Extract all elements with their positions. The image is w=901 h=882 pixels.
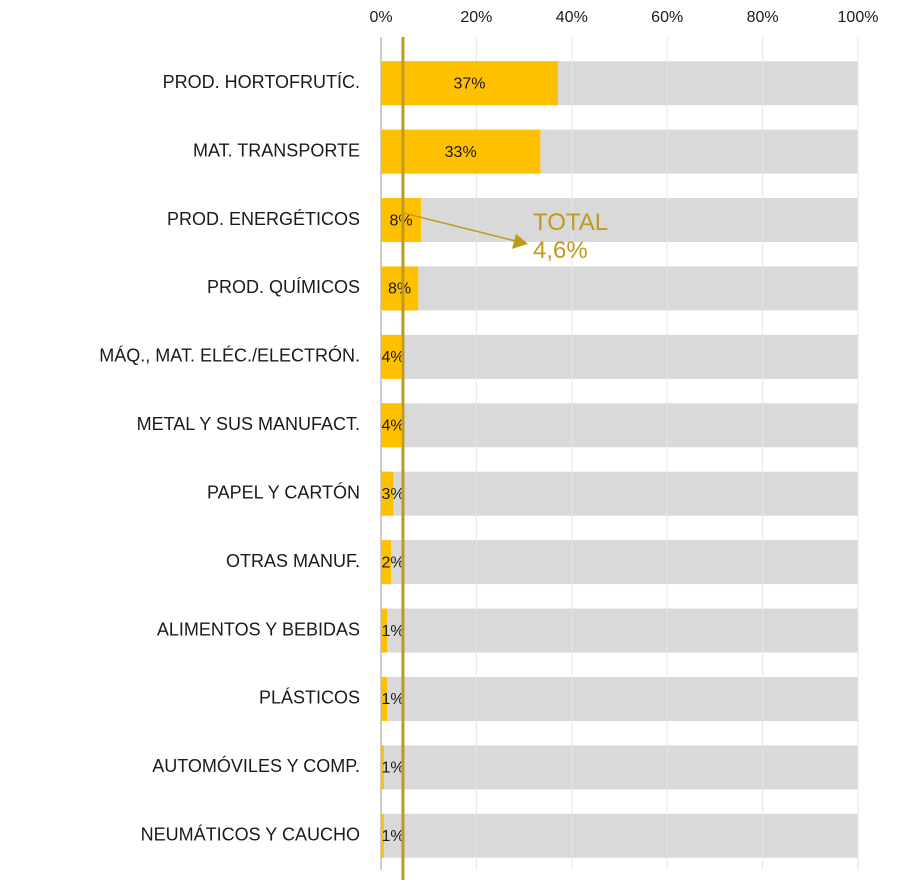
y-tick-label: PROD. ENERGÉTICOS <box>167 209 360 229</box>
row-background <box>381 334 858 379</box>
y-tick-label: PLÁSTICOS <box>259 688 360 708</box>
bar <box>381 813 384 858</box>
row-background <box>381 676 858 721</box>
row-background <box>381 403 858 448</box>
y-tick-label: MÁQ., MAT. ELÉC./ELECTRÓN. <box>99 345 360 366</box>
bar <box>381 745 384 790</box>
row-background <box>381 198 858 243</box>
row-background <box>381 745 858 790</box>
row-background <box>381 471 858 516</box>
y-tick-label: METAL Y SUS MANUFACT. <box>137 414 360 434</box>
x-tick-label: 100% <box>838 9 879 26</box>
data-label: 8% <box>389 212 412 229</box>
arrow-head <box>512 233 528 249</box>
row-background <box>381 266 858 311</box>
annotation-arrow <box>402 212 516 242</box>
bar <box>381 198 422 243</box>
data-label: 1% <box>381 623 404 640</box>
data-label: 8% <box>388 281 411 298</box>
y-tick-label: AUTOMÓVILES Y COMP. <box>152 755 360 776</box>
y-tick-label: MAT. TRANSPORTE <box>193 140 360 160</box>
bar <box>381 403 402 448</box>
annotation-label: TOTAL <box>533 209 608 236</box>
data-label: 4% <box>381 349 404 366</box>
bar <box>381 266 419 311</box>
data-label: 1% <box>381 828 404 845</box>
bar <box>381 540 392 585</box>
bar <box>381 471 394 516</box>
row-background <box>381 608 858 653</box>
data-label: 2% <box>381 554 404 571</box>
data-label: 3% <box>381 486 404 503</box>
annotation-value: 4,6% <box>533 237 588 264</box>
x-tick-label: 60% <box>651 9 683 26</box>
x-tick-label: 80% <box>747 9 779 26</box>
data-label: 4% <box>381 418 404 435</box>
data-label: 1% <box>381 760 404 777</box>
y-tick-label: ALIMENTOS Y BEBIDAS <box>157 619 360 639</box>
bar <box>381 129 541 174</box>
y-tick-label: NEUMÁTICOS Y CAUCHO <box>141 825 360 845</box>
y-tick-label: OTRAS MANUF. <box>226 551 360 571</box>
x-tick-label: 0% <box>369 9 392 26</box>
y-tick-label: PROD. QUÍMICOS <box>207 277 360 297</box>
bar <box>381 61 558 106</box>
bar <box>381 676 388 721</box>
data-label: 37% <box>453 75 485 92</box>
y-tick-label: PROD. HORTOFRUTÍC. <box>163 72 360 92</box>
y-tick-label: PAPEL Y CARTÓN <box>207 481 360 502</box>
row-background <box>381 540 858 585</box>
bar <box>381 334 402 379</box>
row-background <box>381 813 858 858</box>
data-label: 33% <box>445 144 477 161</box>
data-label: 1% <box>381 691 404 708</box>
x-tick-label: 40% <box>556 9 588 26</box>
x-tick-label: 20% <box>460 9 492 26</box>
bar <box>381 608 388 653</box>
